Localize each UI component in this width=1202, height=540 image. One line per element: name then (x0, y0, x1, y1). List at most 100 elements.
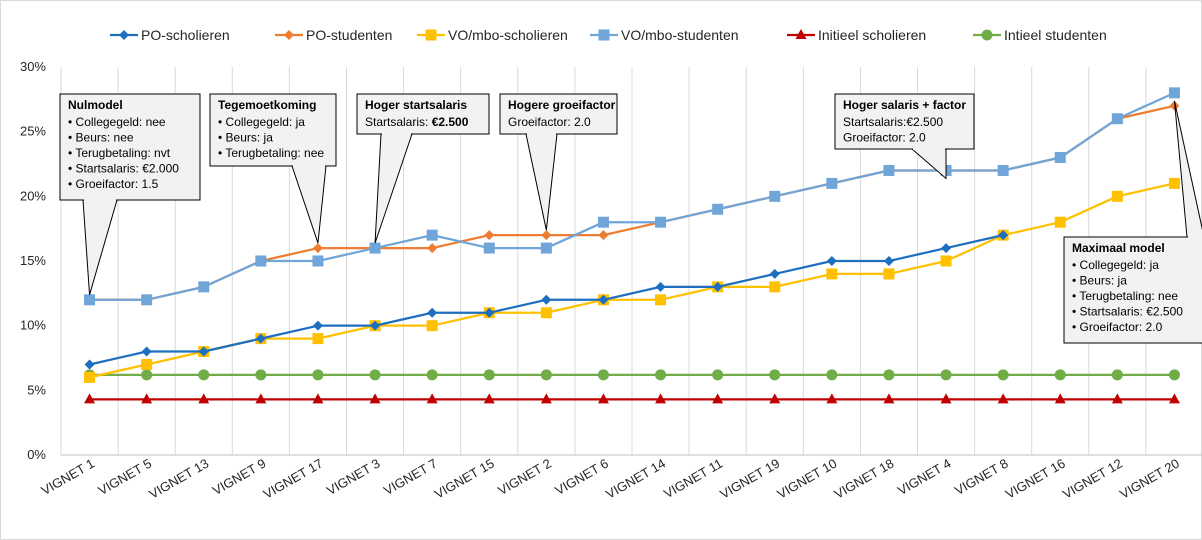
y-tick-label: 15% (20, 253, 46, 268)
y-tick-label: 5% (27, 382, 46, 397)
callout-box (499, 93, 618, 135)
series-vo-mbo-studenten (84, 87, 1180, 306)
data-point (940, 255, 952, 267)
data-point (598, 294, 609, 305)
y-tick-label: 30% (20, 59, 46, 74)
data-point (312, 243, 323, 254)
data-point (540, 393, 552, 404)
data-point (655, 281, 666, 292)
callout-line: • Beurs: ja (1072, 274, 1127, 288)
data-point (1168, 177, 1180, 189)
data-point (883, 164, 895, 176)
data-point (712, 281, 723, 292)
series (84, 87, 1180, 404)
data-point (369, 242, 381, 254)
data-point (369, 393, 381, 404)
callout-line: • Beurs: nee (68, 131, 134, 145)
callout-line: • Groeifactor: 2.0 (1072, 320, 1163, 334)
callout: Hoger startsalaris Startsalaris: €2.500 (356, 93, 490, 244)
data-point (255, 255, 267, 267)
callout-title: Hogere groeifactor (508, 98, 616, 112)
y-tick-label: 0% (27, 447, 46, 462)
data-point (655, 216, 667, 228)
data-point (597, 369, 609, 381)
callout-line: • Collegegeld: ja (218, 115, 305, 129)
legend-label: PO-studenten (306, 27, 392, 43)
data-point (826, 256, 837, 266)
data-point (826, 177, 838, 189)
data-point (940, 369, 952, 381)
data-point (1111, 393, 1123, 404)
callout: Maximaal model • Collegegeld: ja • Beurs: … (1063, 100, 1202, 344)
data-point (427, 243, 438, 254)
data-point (541, 230, 552, 241)
callout-line: • Collegegeld: nee (68, 115, 166, 129)
data-point (1168, 369, 1180, 381)
data-point (370, 320, 381, 331)
legend-item: PO-studenten (275, 27, 392, 43)
data-point (483, 393, 495, 404)
data-point (198, 369, 210, 381)
data-point (597, 216, 609, 228)
data-point (826, 393, 838, 404)
callout-box (834, 93, 975, 150)
data-point (655, 393, 667, 404)
callout-line: • Startsalaris: €2.500 (1072, 305, 1183, 319)
callout-title: Nulmodel (68, 98, 123, 112)
data-point (1168, 393, 1180, 404)
data-point (883, 268, 895, 280)
data-point (255, 369, 267, 381)
data-point (255, 393, 267, 404)
data-point (826, 369, 838, 381)
data-point (312, 255, 324, 267)
legend-marker (981, 29, 993, 41)
callout-box (1063, 236, 1202, 344)
data-point (997, 393, 1009, 404)
callout-box (59, 93, 201, 201)
legend-label: VO/mbo-studenten (621, 27, 739, 43)
data-point (1054, 393, 1066, 404)
data-point (655, 294, 667, 306)
data-point (141, 358, 153, 370)
legend-item: Intieel studenten (973, 27, 1107, 43)
y-tick-label: 10% (20, 318, 46, 333)
callout-line: Startsalaris: €2.500 (365, 115, 469, 129)
data-point (312, 393, 324, 404)
callout-line: • Beurs: ja (218, 131, 273, 145)
callout: Nulmodel • Collegegeld: nee • Beurs: nee • … (59, 93, 201, 295)
data-point (997, 164, 1009, 176)
data-point (826, 268, 838, 280)
data-point (997, 369, 1009, 381)
data-point (540, 307, 552, 319)
data-point (426, 393, 438, 404)
legend-marker (284, 30, 294, 40)
data-point (141, 393, 153, 404)
callout: Hogere groeifactor Groeifactor: 2.0 (499, 93, 618, 231)
data-point (483, 369, 495, 381)
data-point (712, 369, 724, 381)
annotations: Nulmodel • Collegegeld: nee • Beurs: nee • … (59, 93, 1202, 344)
data-point (426, 229, 438, 241)
legend-marker (119, 30, 129, 40)
data-point (998, 230, 1009, 241)
callout-line: • Startsalaris: €2.000 (68, 162, 179, 176)
y-axis: 0% 5% 10% 15% 20% 25% 30% (20, 59, 46, 462)
data-point (598, 230, 609, 241)
data-point (84, 294, 96, 306)
data-point (883, 393, 895, 404)
legend-item: Initieel scholieren (787, 27, 926, 43)
callout-line: • Collegegeld: ja (1072, 258, 1159, 272)
data-point (1111, 369, 1123, 381)
callout-box (356, 93, 490, 135)
data-point (1111, 113, 1123, 125)
legend: PO-scholieren PO-studenten VO/mbo-scholier… (110, 27, 1107, 43)
callout-line: • Terugbetaling: nee (1072, 289, 1178, 303)
data-point (312, 320, 323, 331)
data-point (712, 203, 724, 215)
data-point (198, 281, 210, 293)
data-point (312, 369, 324, 381)
data-point (541, 294, 552, 305)
data-point (941, 243, 952, 254)
data-point (883, 256, 894, 266)
